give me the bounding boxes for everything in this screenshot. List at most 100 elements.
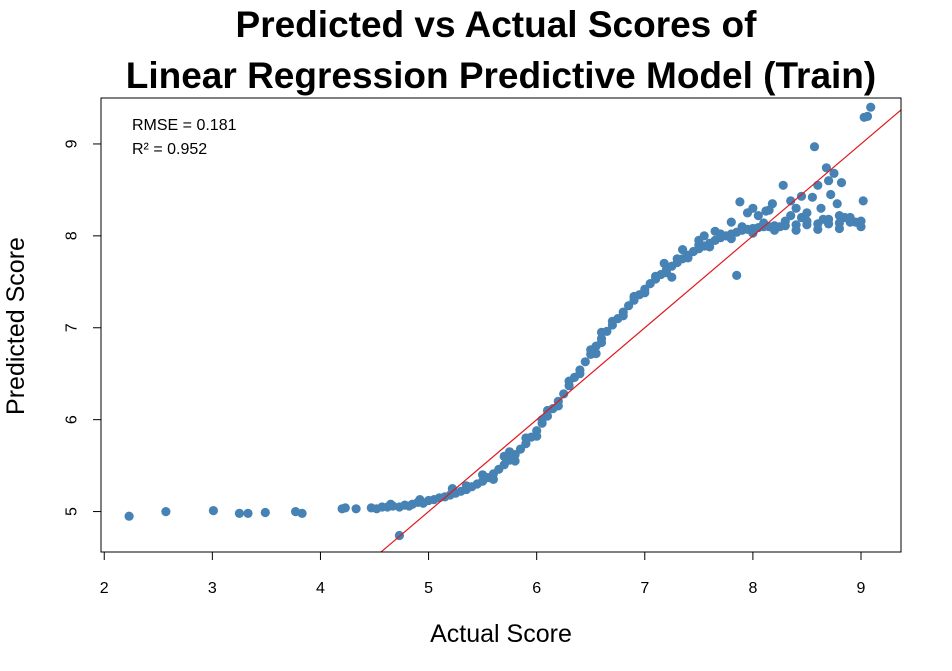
data-point (866, 102, 876, 112)
data-point (775, 222, 785, 232)
data-point (858, 196, 868, 206)
plot-area (124, 102, 901, 552)
data-point (488, 474, 498, 484)
y-tick-label: 9 (64, 139, 81, 148)
r-squared-annotation: R² = 0.952 (132, 141, 207, 158)
data-point (742, 208, 753, 218)
data-point (710, 226, 720, 236)
data-point (537, 415, 547, 425)
data-point (726, 217, 736, 227)
data-point (564, 376, 574, 386)
reference-line (380, 109, 901, 552)
data-point (510, 456, 520, 466)
data-point (532, 431, 542, 441)
data-point (124, 511, 134, 521)
data-point (821, 163, 832, 173)
data-point (796, 191, 807, 201)
data-point (351, 504, 361, 514)
data-point (234, 508, 244, 518)
rmse-annotation: RMSE = 0.181 (132, 117, 237, 134)
x-tick-label: 8 (748, 580, 757, 597)
data-point (826, 189, 836, 200)
plot-frame (100, 97, 902, 553)
data-points (124, 102, 876, 541)
data-point (591, 348, 601, 359)
x-tick-label: 5 (424, 580, 433, 597)
y-tick-label: 7 (64, 323, 81, 332)
data-point (807, 192, 818, 202)
chart-title-line-2: Linear Regression Predictive Model (Trai… (126, 55, 876, 96)
data-point (618, 311, 628, 321)
chart-title-line-1: Predicted vs Actual Scores of (236, 4, 758, 45)
data-point (297, 508, 307, 518)
data-point (575, 369, 585, 379)
y-tick-label: 8 (64, 231, 81, 240)
data-point (829, 168, 839, 178)
x-tick-label: 7 (640, 580, 649, 597)
data-point (834, 223, 845, 234)
data-point (415, 495, 425, 505)
data-point (461, 481, 471, 491)
data-point (809, 142, 820, 152)
data-point (447, 484, 457, 494)
data-point (659, 258, 669, 268)
data-point (651, 271, 661, 281)
data-point (629, 291, 639, 302)
y-axis: 5 6 7 8 9 (64, 139, 102, 516)
data-point (478, 470, 488, 480)
data-point (796, 212, 807, 223)
y-tick-label: 5 (64, 507, 81, 516)
data-point (816, 203, 826, 213)
data-point (824, 176, 834, 186)
data-point (404, 501, 414, 511)
data-point (260, 507, 270, 518)
data-point (818, 214, 828, 224)
data-point (559, 389, 569, 399)
data-point (521, 433, 531, 443)
x-tick-label: 9 (857, 580, 866, 597)
data-point (683, 253, 693, 263)
data-point (505, 447, 515, 457)
data-point (340, 503, 350, 513)
data-point (778, 180, 788, 190)
data-point (764, 205, 774, 215)
data-point (672, 254, 682, 264)
data-point (705, 242, 715, 252)
data-point (726, 234, 736, 244)
data-point (753, 211, 763, 221)
data-point (813, 180, 823, 190)
data-point (386, 499, 396, 509)
x-tick-label: 2 (100, 580, 109, 597)
data-point (596, 327, 607, 337)
data-point (678, 245, 688, 255)
data-point (834, 211, 845, 221)
data-point (862, 111, 873, 121)
data-point (735, 197, 745, 207)
data-point (786, 196, 796, 206)
x-tick-label: 6 (532, 580, 541, 597)
y-axis-title: Predicted Score (2, 237, 30, 415)
data-point (791, 225, 801, 235)
data-point (667, 272, 677, 282)
data-point (836, 178, 847, 188)
data-point (640, 288, 650, 298)
data-point (832, 199, 842, 209)
x-tick-label: 4 (316, 580, 325, 597)
data-point (748, 228, 758, 238)
data-point (553, 401, 563, 411)
data-point (732, 270, 742, 280)
data-point (699, 231, 709, 241)
y-tick-label: 6 (64, 415, 81, 424)
x-axis: 2 3 4 5 6 7 8 9 (100, 551, 866, 597)
data-point (851, 217, 861, 227)
data-point (596, 337, 607, 348)
data-point (791, 203, 801, 213)
data-point (580, 357, 590, 367)
data-point (813, 224, 823, 234)
data-point (208, 506, 218, 516)
data-point (161, 507, 171, 517)
x-axis-title: Actual Score (430, 620, 572, 648)
data-point (243, 508, 253, 518)
data-point (786, 211, 796, 221)
